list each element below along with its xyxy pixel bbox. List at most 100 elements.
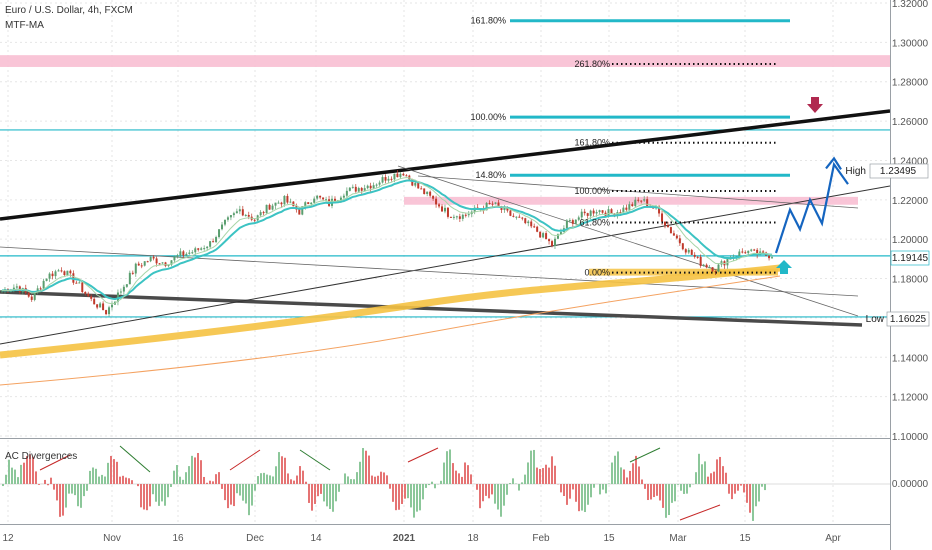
osc-bar-164	[494, 484, 496, 504]
candle-body-61	[182, 251, 185, 256]
osc-bar-180	[542, 468, 544, 484]
time-tick-4: 14	[310, 533, 322, 544]
osc-bar-250	[752, 484, 754, 521]
candle-body-145	[432, 195, 435, 199]
osc-bar-221	[665, 484, 667, 518]
fib-lower-label-1: 161.80%	[574, 138, 610, 148]
osc-bar-108	[326, 484, 328, 507]
candle-body-228	[678, 238, 681, 244]
symbol-title[interactable]: Euro / U.S. Dollar, 4h, FXCM	[5, 5, 133, 16]
candle-body-46	[137, 263, 140, 266]
osc-bar-0	[2, 484, 4, 487]
candle-body-217	[646, 199, 649, 207]
osc-bar-130	[392, 484, 394, 502]
candle-body-223	[663, 221, 666, 226]
osc-bar-4	[14, 469, 16, 484]
candle-body-251	[747, 250, 750, 254]
indicator-label[interactable]: MTF-MA	[5, 20, 44, 31]
osc-bar-210	[632, 463, 634, 484]
osc-bar-43	[131, 480, 133, 484]
osc-bar-146	[440, 480, 442, 484]
osc-bar-36	[110, 455, 112, 484]
candle-body-152	[452, 216, 455, 218]
current-price-tag: 1.19145	[890, 250, 930, 266]
candle-body-157	[467, 214, 470, 216]
osc-bar-159	[479, 484, 481, 509]
candle-body-256	[762, 251, 765, 253]
candle-body-85	[253, 219, 256, 221]
candle-body-174	[518, 216, 521, 218]
candle-body-212	[631, 204, 634, 207]
candle-body-190	[565, 220, 568, 229]
fib-levels: 161.80% 100.00% 14.80% 261.80% 161.80% 100.00…	[470, 16, 790, 278]
osc-bar-206	[620, 467, 622, 484]
osc-bar-18	[56, 484, 58, 501]
projected-path	[774, 97, 849, 274]
candle-body-138	[411, 179, 414, 186]
ma-light-green	[1, 176, 773, 305]
candle-body-141	[420, 188, 423, 190]
osc-bar-21	[65, 484, 67, 508]
candle-body-224	[666, 225, 669, 228]
osc-bar-133	[401, 484, 403, 504]
candle-body-233	[693, 254, 696, 257]
fib-lower-label-2: 100.00%	[574, 186, 610, 196]
candle-body-73	[218, 229, 221, 238]
candle-body-40	[119, 291, 122, 293]
time-axis[interactable]: 12 Nov 16 Dec 14 2021 18 Feb 15 Mar 15 Apr	[2, 533, 841, 544]
candle-body-64	[191, 252, 194, 254]
candle-body-29	[87, 293, 90, 297]
candle-body-43	[128, 272, 131, 285]
candle-body-164	[488, 202, 491, 204]
candle-body-208	[619, 212, 622, 214]
candle-body-106	[316, 195, 319, 199]
candle-body-227	[675, 235, 678, 239]
candle-body-69	[206, 246, 209, 249]
candle-body-98	[292, 201, 295, 207]
osc-bar-144	[434, 484, 436, 489]
candle-body-173	[515, 216, 518, 218]
osc-bar-56	[170, 484, 172, 487]
price-tick-6: 1.20000	[892, 235, 929, 246]
price-axis[interactable]: 1.32000 1.30000 1.28000 1.26000 1.24000 1.220…	[892, 0, 929, 443]
osc-bar-64	[194, 457, 196, 484]
candle-body-100	[298, 209, 301, 215]
candle-body-214	[637, 199, 640, 201]
candle-body-231	[687, 249, 690, 253]
candle-body-12	[36, 288, 39, 292]
candle-body-150	[446, 207, 449, 217]
divergence-line-4	[407, 447, 439, 463]
osc-bar-173	[521, 482, 523, 484]
osc-bar-120	[362, 448, 364, 484]
osc-bar-28	[86, 484, 88, 491]
candle-body-197	[586, 213, 589, 216]
candle-body-116	[345, 190, 348, 196]
candle-body-239	[711, 267, 714, 272]
osc-bar-139	[419, 484, 421, 511]
candle-body-149	[443, 207, 446, 212]
candle-body-166	[494, 202, 497, 204]
candle-body-182	[542, 233, 545, 238]
sell-arrow-icon	[807, 97, 823, 113]
candle-body-194	[577, 217, 580, 220]
osc-bar-77	[233, 484, 235, 507]
candle-body-105	[313, 198, 316, 203]
candle-body-21	[63, 271, 66, 276]
osc-bar-9	[29, 454, 31, 484]
ma-teal	[1, 179, 773, 301]
candle-body-91	[271, 205, 274, 210]
osc-bar-148	[446, 451, 448, 484]
candle-body-60	[179, 251, 182, 256]
fib-upper-label-1: 100.00%	[470, 112, 506, 122]
osc-bar-203	[611, 462, 613, 484]
candle-body-211	[628, 204, 631, 210]
candle-body-109	[325, 199, 328, 201]
oscillator-title[interactable]: AC Divergences	[5, 451, 77, 462]
osc-bar-94	[284, 457, 286, 484]
osc-bar-178	[536, 467, 538, 484]
osc-bar-93	[281, 456, 283, 484]
osc-bar-104	[314, 484, 316, 504]
candle-body-80	[238, 209, 241, 212]
osc-bar-233	[701, 464, 703, 484]
